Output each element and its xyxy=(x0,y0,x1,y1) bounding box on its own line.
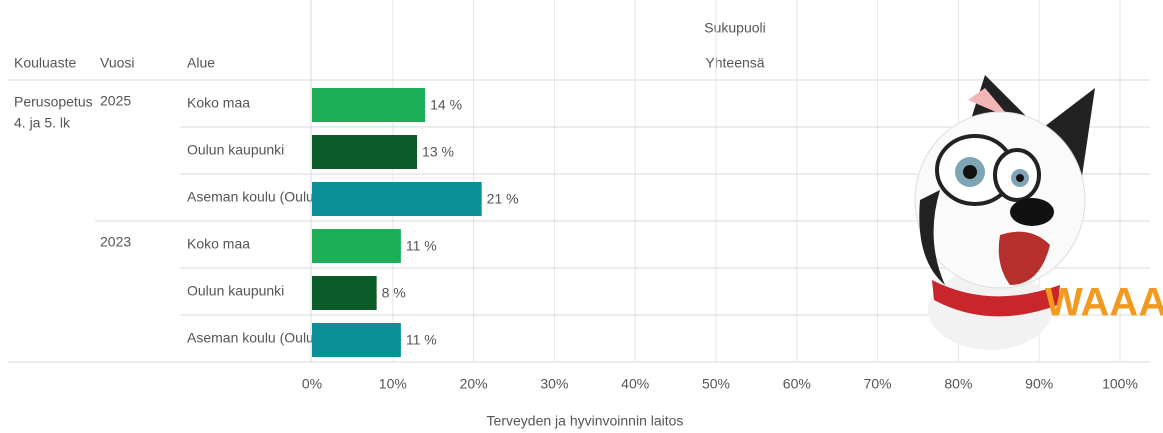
sticker-text: WAAAT xyxy=(1045,281,1163,325)
value-label: 11 % xyxy=(406,332,437,348)
year-label: 2025 xyxy=(100,93,131,109)
school-level: Perusopetus xyxy=(14,94,93,110)
x-tick-label: 30% xyxy=(540,376,568,392)
x-tick-label: 10% xyxy=(379,376,407,392)
x-tick-label: 50% xyxy=(702,376,730,392)
row-header: Kouluaste xyxy=(14,55,76,71)
bar xyxy=(312,135,418,169)
collar xyxy=(932,280,1060,317)
column-subheader: Yhteensä xyxy=(705,55,764,71)
category-label: Oulun kaupunki xyxy=(187,142,284,158)
category-label: Koko maa xyxy=(187,95,250,111)
value-label: 13 % xyxy=(422,144,454,160)
column-header: Sukupuoli xyxy=(704,20,766,36)
row-header: Vuosi xyxy=(100,55,135,71)
bar xyxy=(312,323,401,357)
value-label: 14 % xyxy=(430,97,462,113)
x-tick-label: 20% xyxy=(460,376,488,392)
value-label: 21 % xyxy=(487,191,519,207)
value-label: 8 % xyxy=(382,285,406,301)
x-tick-label: 100% xyxy=(1102,376,1138,392)
ear xyxy=(1040,88,1095,190)
category-label: Aseman koulu (Oulu) xyxy=(187,330,319,346)
mouth xyxy=(998,231,1050,285)
category-label: Koko maa xyxy=(187,236,250,252)
bar xyxy=(312,276,377,310)
x-tick-label: 0% xyxy=(302,376,322,392)
sticker: WAAAT xyxy=(914,75,1163,350)
x-tick-label: 60% xyxy=(783,376,811,392)
source: Terveyden ja hyvinvoinnin laitos xyxy=(487,413,684,429)
bar xyxy=(312,229,401,263)
patch xyxy=(919,190,945,285)
category-label: Aseman koulu (Oulu) xyxy=(187,189,319,205)
bar xyxy=(312,88,426,122)
school-level: 4. ja 5. lk xyxy=(14,115,71,131)
pupil xyxy=(1016,174,1024,182)
row-header: Alue xyxy=(187,55,215,71)
table-frame: Sukupuoli Yhteensä Kouluaste Vuosi Alue … xyxy=(8,0,1150,429)
x-tick-label: 80% xyxy=(944,376,972,392)
value-label: 11 % xyxy=(406,238,437,254)
x-tick-label: 70% xyxy=(864,376,892,392)
year-label: 2023 xyxy=(100,234,131,250)
nose xyxy=(1010,198,1054,226)
x-tick-label: 90% xyxy=(1025,376,1053,392)
ear-inner xyxy=(968,88,1010,118)
pupil xyxy=(963,165,977,179)
x-tick-label: 40% xyxy=(621,376,649,392)
bar xyxy=(312,182,482,216)
category-label: Oulun kaupunki xyxy=(187,283,284,299)
